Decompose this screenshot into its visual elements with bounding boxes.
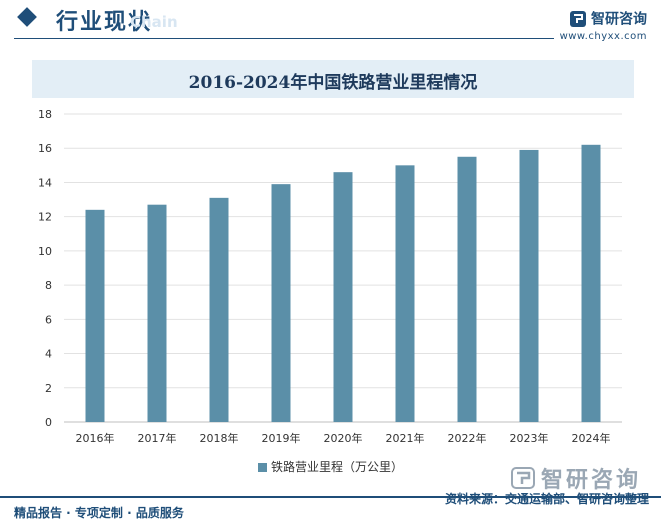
footer-logo-icon [510,467,535,489]
bar [147,204,167,422]
brand-logo-icon [570,10,586,27]
chart-legend: 铁路营业里程（万公里） [0,458,661,475]
x-tick-label: 2019年 [262,431,301,445]
page-title: 行业现状 [56,10,153,35]
bar [85,209,105,422]
header-english-subtitle: Chain [130,13,178,31]
x-tick-label: 2021年 [386,431,425,445]
brand: 智研咨询 www.chyxx.com [560,8,647,42]
legend-swatch [257,463,267,472]
bar [457,156,477,422]
y-tick-label: 14 [38,176,52,189]
x-tick-label: 2017年 [138,431,177,445]
brand-name: 智研咨询 [591,11,647,28]
chart-title: 2016-2024年中国铁路营业里程情况 [188,73,478,93]
x-tick-label: 2024年 [572,431,611,445]
x-tick-label: 2020年 [324,431,363,445]
bar [581,144,601,423]
y-tick-label: 18 [38,108,52,121]
chart-title-bar: 2016-2024年中国铁路营业里程情况 [32,60,634,98]
bar-chart: 0 2 4 6 8 10 12 14 16 18 2016年 2017年 2018年 2019年 2020… [38,108,622,445]
x-tick-label: 2022年 [448,431,487,445]
header-divider [14,38,554,39]
bar [271,184,291,422]
bar [395,165,415,422]
header: 行业现状 Chain [0,0,661,44]
bar [333,172,353,422]
y-tick-label: 2 [45,382,52,395]
y-tick-label: 16 [38,142,52,155]
footer-divider [0,496,661,498]
y-tick-label: 12 [38,211,52,224]
footer-logo-text: 智研咨询 [540,468,641,493]
x-tick-label: 2023年 [510,431,549,445]
bar [519,149,539,422]
x-tick-label: 2016年 [76,431,115,445]
legend-label: 铁路营业里程（万公里） [270,460,403,474]
footer-source: 资料来源：交通运输部、智研咨询整理 [444,492,649,506]
diamond-icon [17,7,37,27]
y-tick-label: 10 [38,245,52,258]
brand-url: www.chyxx.com [559,30,647,42]
footer-logo: 智研咨询 [510,462,641,494]
x-tick-label: 2018年 [200,431,239,445]
y-tick-label: 0 [45,416,52,429]
y-tick-label: 4 [45,348,52,361]
bar [209,197,229,422]
footer-tagline: 精品报告 · 专项定制 · 品质服务 [14,506,184,520]
y-tick-label: 6 [45,313,52,326]
y-tick-label: 8 [45,279,52,292]
